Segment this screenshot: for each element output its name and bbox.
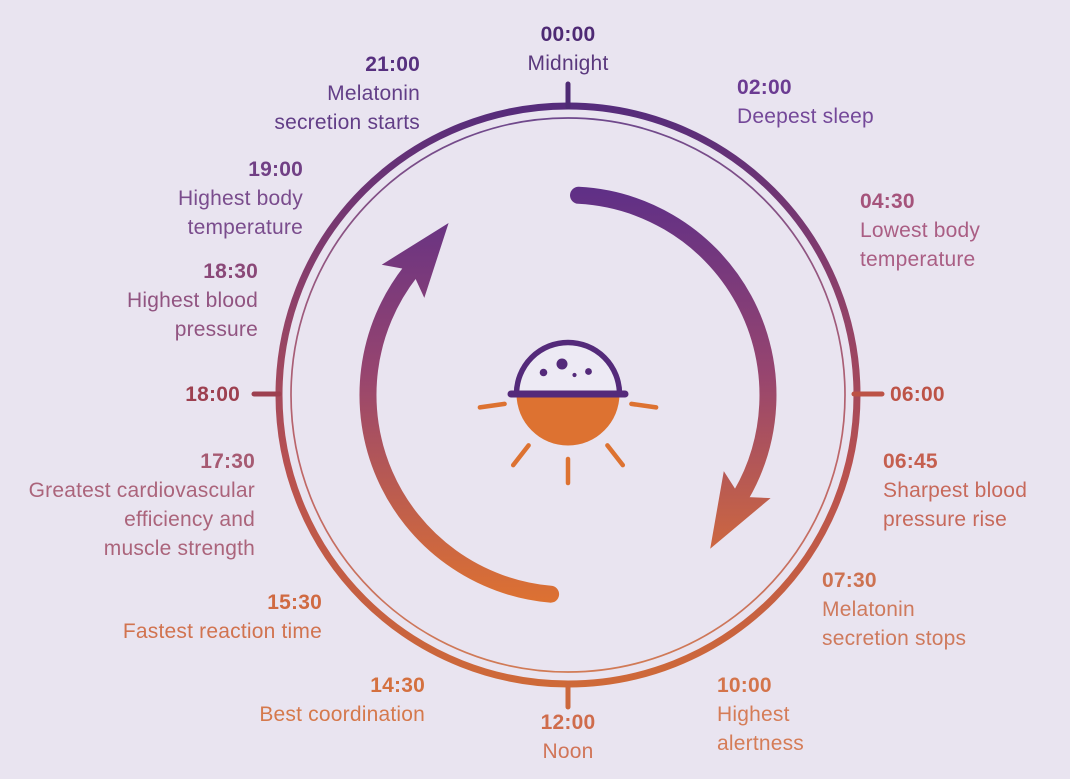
- time-description-line: Sharpest blood: [883, 479, 1028, 502]
- time-label-0000-midnight: 00:00 Midnight: [468, 20, 668, 78]
- time-label-1830-highest-blood-pressure: 18:30 Highest blood pressure: [127, 257, 258, 344]
- moon-crater-icon: [585, 368, 592, 375]
- time-description-line: muscle strength: [103, 537, 255, 560]
- time-label-0430-lowest-body-temperature: 04:30 Lowest body temperature: [860, 187, 980, 274]
- time-label-1430-best-coordination: 14:30 Best coordination: [259, 671, 425, 729]
- time-value: 06:45: [883, 450, 938, 473]
- moon-crater-icon: [572, 372, 577, 378]
- time-label-0600: 06:00: [890, 380, 945, 409]
- sun-ray-icon: [510, 443, 531, 468]
- time-value: 17:30: [200, 450, 255, 473]
- time-description-line: Greatest cardiovascular: [28, 479, 255, 502]
- time-value: 07:30: [822, 569, 877, 592]
- time-description-line: Lowest body: [860, 219, 981, 242]
- time-label-1000-highest-alertness: 10:00 Highest alertness: [717, 671, 804, 758]
- moon-sun-icon: [477, 339, 659, 486]
- cycle-arrow-left: [359, 263, 560, 603]
- time-value: 15:30: [267, 591, 322, 614]
- time-description-line: Best coordination: [259, 703, 425, 726]
- time-value: 02:00: [737, 76, 792, 99]
- moon-crater-icon: [539, 368, 548, 377]
- time-value: 19:00: [248, 158, 303, 181]
- time-label-1800: 18:00: [185, 380, 240, 409]
- time-description-line: Highest body: [178, 187, 303, 210]
- moon-crater-icon: [556, 358, 568, 370]
- time-description-line: pressure: [174, 318, 258, 341]
- time-label-1730-cardiovascular-efficiency: 17:30 Greatest cardiovascular efficiency…: [29, 447, 255, 563]
- time-value: 14:30: [370, 674, 425, 697]
- time-value: 18:00: [185, 383, 240, 406]
- time-description-line: Highest: [717, 703, 790, 726]
- time-value: 10:00: [717, 674, 772, 697]
- time-label-1530-fastest-reaction-time: 15:30 Fastest reaction time: [123, 588, 322, 646]
- time-description-line: temperature: [187, 216, 303, 239]
- sun-ray-icon: [629, 401, 659, 410]
- time-description-line: Melatonin: [327, 82, 420, 105]
- moon-half: [513, 339, 623, 397]
- clock-inner-ring: [290, 117, 846, 673]
- time-description-line: alertness: [717, 732, 805, 755]
- time-label-1200-noon: 12:00 Noon: [468, 708, 668, 766]
- time-label-0730-melatonin-stops: 07:30 Melatonin secretion stops: [822, 566, 966, 653]
- cycle-arrowhead-left-icon: [381, 223, 449, 298]
- time-description-line: Highest blood: [126, 289, 258, 312]
- cycle-arrowhead-right-icon: [710, 471, 771, 549]
- time-value: 21:00: [365, 53, 420, 76]
- time-description-line: Deepest sleep: [737, 105, 874, 128]
- sun-rays: [477, 401, 659, 486]
- time-value: 06:00: [890, 383, 945, 406]
- time-value: 12:00: [540, 711, 596, 734]
- time-value: 00:00: [540, 23, 596, 46]
- time-label-2100-melatonin-starts: 21:00 Melatonin secretion starts: [274, 50, 420, 137]
- time-label-0645-sharpest-blood-pressure-rise: 06:45 Sharpest blood pressure rise: [883, 447, 1027, 534]
- time-value: 18:30: [203, 260, 258, 283]
- time-description-line: Melatonin: [822, 598, 915, 621]
- time-description-line: Midnight: [527, 52, 609, 75]
- time-label-0200-deepest-sleep: 02:00 Deepest sleep: [737, 73, 874, 131]
- moon-craters: [539, 358, 592, 378]
- time-description-line: Fastest reaction time: [122, 620, 322, 643]
- sun-ray-icon: [477, 401, 507, 410]
- sun-half: [516, 394, 620, 446]
- time-value: 04:30: [860, 190, 915, 213]
- time-description-line: pressure rise: [883, 508, 1007, 531]
- time-description-line: temperature: [860, 248, 976, 271]
- time-description-line: Noon: [542, 740, 594, 763]
- time-description-line: efficiency and: [124, 508, 255, 531]
- time-description-line: secretion stops: [822, 627, 967, 650]
- sun-ray-icon: [605, 443, 626, 468]
- time-label-1900-highest-body-temperature: 19:00 Highest body temperature: [178, 155, 303, 242]
- cycle-arrow-right: [570, 186, 777, 504]
- time-description-line: secretion starts: [274, 111, 420, 134]
